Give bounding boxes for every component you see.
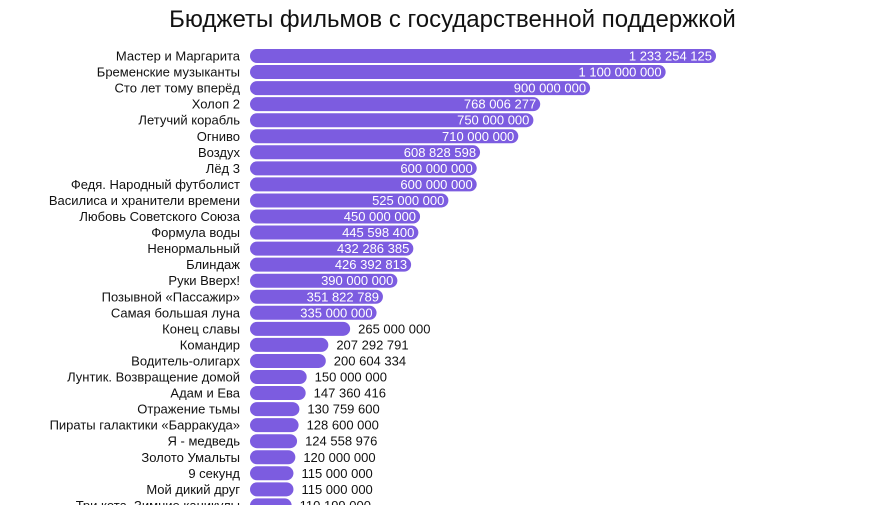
category-label: Отражение тьмы [137, 402, 240, 417]
data-label: 390 000 000 [321, 273, 393, 288]
bar [250, 193, 449, 208]
bar [250, 177, 477, 192]
category-label: Летучий корабль [138, 113, 240, 128]
data-label: 200 604 334 [334, 353, 406, 368]
category-label: Водитель-олигарх [131, 353, 240, 368]
bar [250, 321, 351, 336]
category-label: Сто лет тому вперёд [115, 81, 241, 96]
bar [250, 273, 398, 288]
data-label: 1 233 254 125 [629, 49, 712, 64]
data-label: 600 000 000 [400, 177, 472, 192]
category-label: Блиндаж [186, 257, 240, 272]
category-label: Я - медведь [168, 434, 241, 449]
category-label: Формула воды [151, 225, 240, 240]
category-label: Руки Вверх! [168, 273, 240, 288]
category-label: Лёд 3 [206, 161, 240, 176]
category-label: Воздух [198, 145, 241, 160]
bar [250, 370, 307, 384]
data-label: 110 199 000 [300, 498, 371, 505]
data-label: 608 828 598 [404, 145, 476, 160]
data-label: 450 000 000 [344, 209, 416, 224]
data-label: 426 392 813 [335, 257, 407, 272]
bar [250, 418, 299, 433]
bar [250, 65, 666, 80]
category-label: Командир [180, 337, 240, 352]
category-label: Мой дикий друг [146, 482, 240, 497]
data-label: 150 000 000 [315, 370, 387, 385]
bar [250, 113, 534, 128]
category-label: Любовь Советского Союза [79, 209, 240, 224]
category-label: 9 секунд [188, 466, 240, 481]
category-label: Мастер и Маргарита [116, 49, 241, 64]
data-label: 115 000 000 [301, 466, 372, 481]
bar [250, 482, 294, 497]
bar [250, 225, 419, 240]
bar [250, 257, 412, 272]
bar [250, 402, 300, 417]
bar [250, 434, 298, 449]
bar [250, 209, 421, 224]
data-label: 768 006 277 [464, 97, 536, 112]
category-label: Ненормальный [147, 241, 240, 256]
data-label: 750 000 000 [457, 113, 529, 128]
data-label: 600 000 000 [400, 161, 472, 176]
category-label: Три кота. Зимние каникулы [76, 498, 240, 505]
bar [250, 97, 541, 112]
data-label: 207 292 791 [336, 337, 408, 352]
data-label: 130 759 600 [307, 402, 379, 417]
bar [250, 305, 377, 320]
data-label: 1 100 000 000 [579, 65, 662, 80]
category-label: Василиса и хранители времени [49, 193, 240, 208]
bar [250, 337, 329, 352]
bar [250, 161, 477, 176]
bar [250, 353, 326, 368]
data-label: 124 558 976 [305, 434, 377, 449]
bar [250, 49, 716, 63]
bar [250, 386, 306, 401]
bar [250, 450, 296, 465]
bar [250, 289, 383, 304]
data-label: 115 000 000 [301, 482, 372, 497]
category-label: Бременские музыканты [97, 65, 240, 80]
bar [250, 498, 292, 505]
data-label: 265 000 000 [358, 321, 430, 336]
bar [250, 241, 414, 256]
data-label: 120 000 000 [303, 450, 375, 465]
bar [250, 145, 481, 160]
category-label: Холоп 2 [192, 97, 240, 112]
category-label: Лунтик. Возвращение домой [67, 370, 240, 385]
bar [250, 81, 591, 96]
category-label: Пираты галактики «Барракуда» [50, 418, 240, 433]
data-label: 128 600 000 [307, 418, 379, 433]
category-label: Позывной «Пассажир» [102, 289, 240, 304]
category-label: Федя. Народный футболист [71, 177, 240, 192]
data-label: 432 286 385 [337, 241, 409, 256]
data-label: 335 000 000 [300, 305, 372, 320]
data-label: 445 598 400 [342, 225, 414, 240]
chart-title: Бюджеты фильмов с государственной поддер… [169, 6, 736, 33]
data-label: 147 360 416 [314, 386, 386, 401]
category-label: Адам и Ева [170, 386, 240, 401]
bar [250, 466, 294, 481]
data-label: 900 000 000 [514, 81, 586, 96]
bar [250, 129, 519, 144]
category-label: Огниво [197, 129, 240, 144]
category-label: Самая большая луна [111, 305, 241, 320]
data-label: 525 000 000 [372, 193, 444, 208]
data-label: 351 822 789 [307, 289, 379, 304]
category-label: Золото Умальты [141, 450, 240, 465]
category-label: Конец славы [162, 321, 240, 336]
data-label: 710 000 000 [442, 129, 514, 144]
